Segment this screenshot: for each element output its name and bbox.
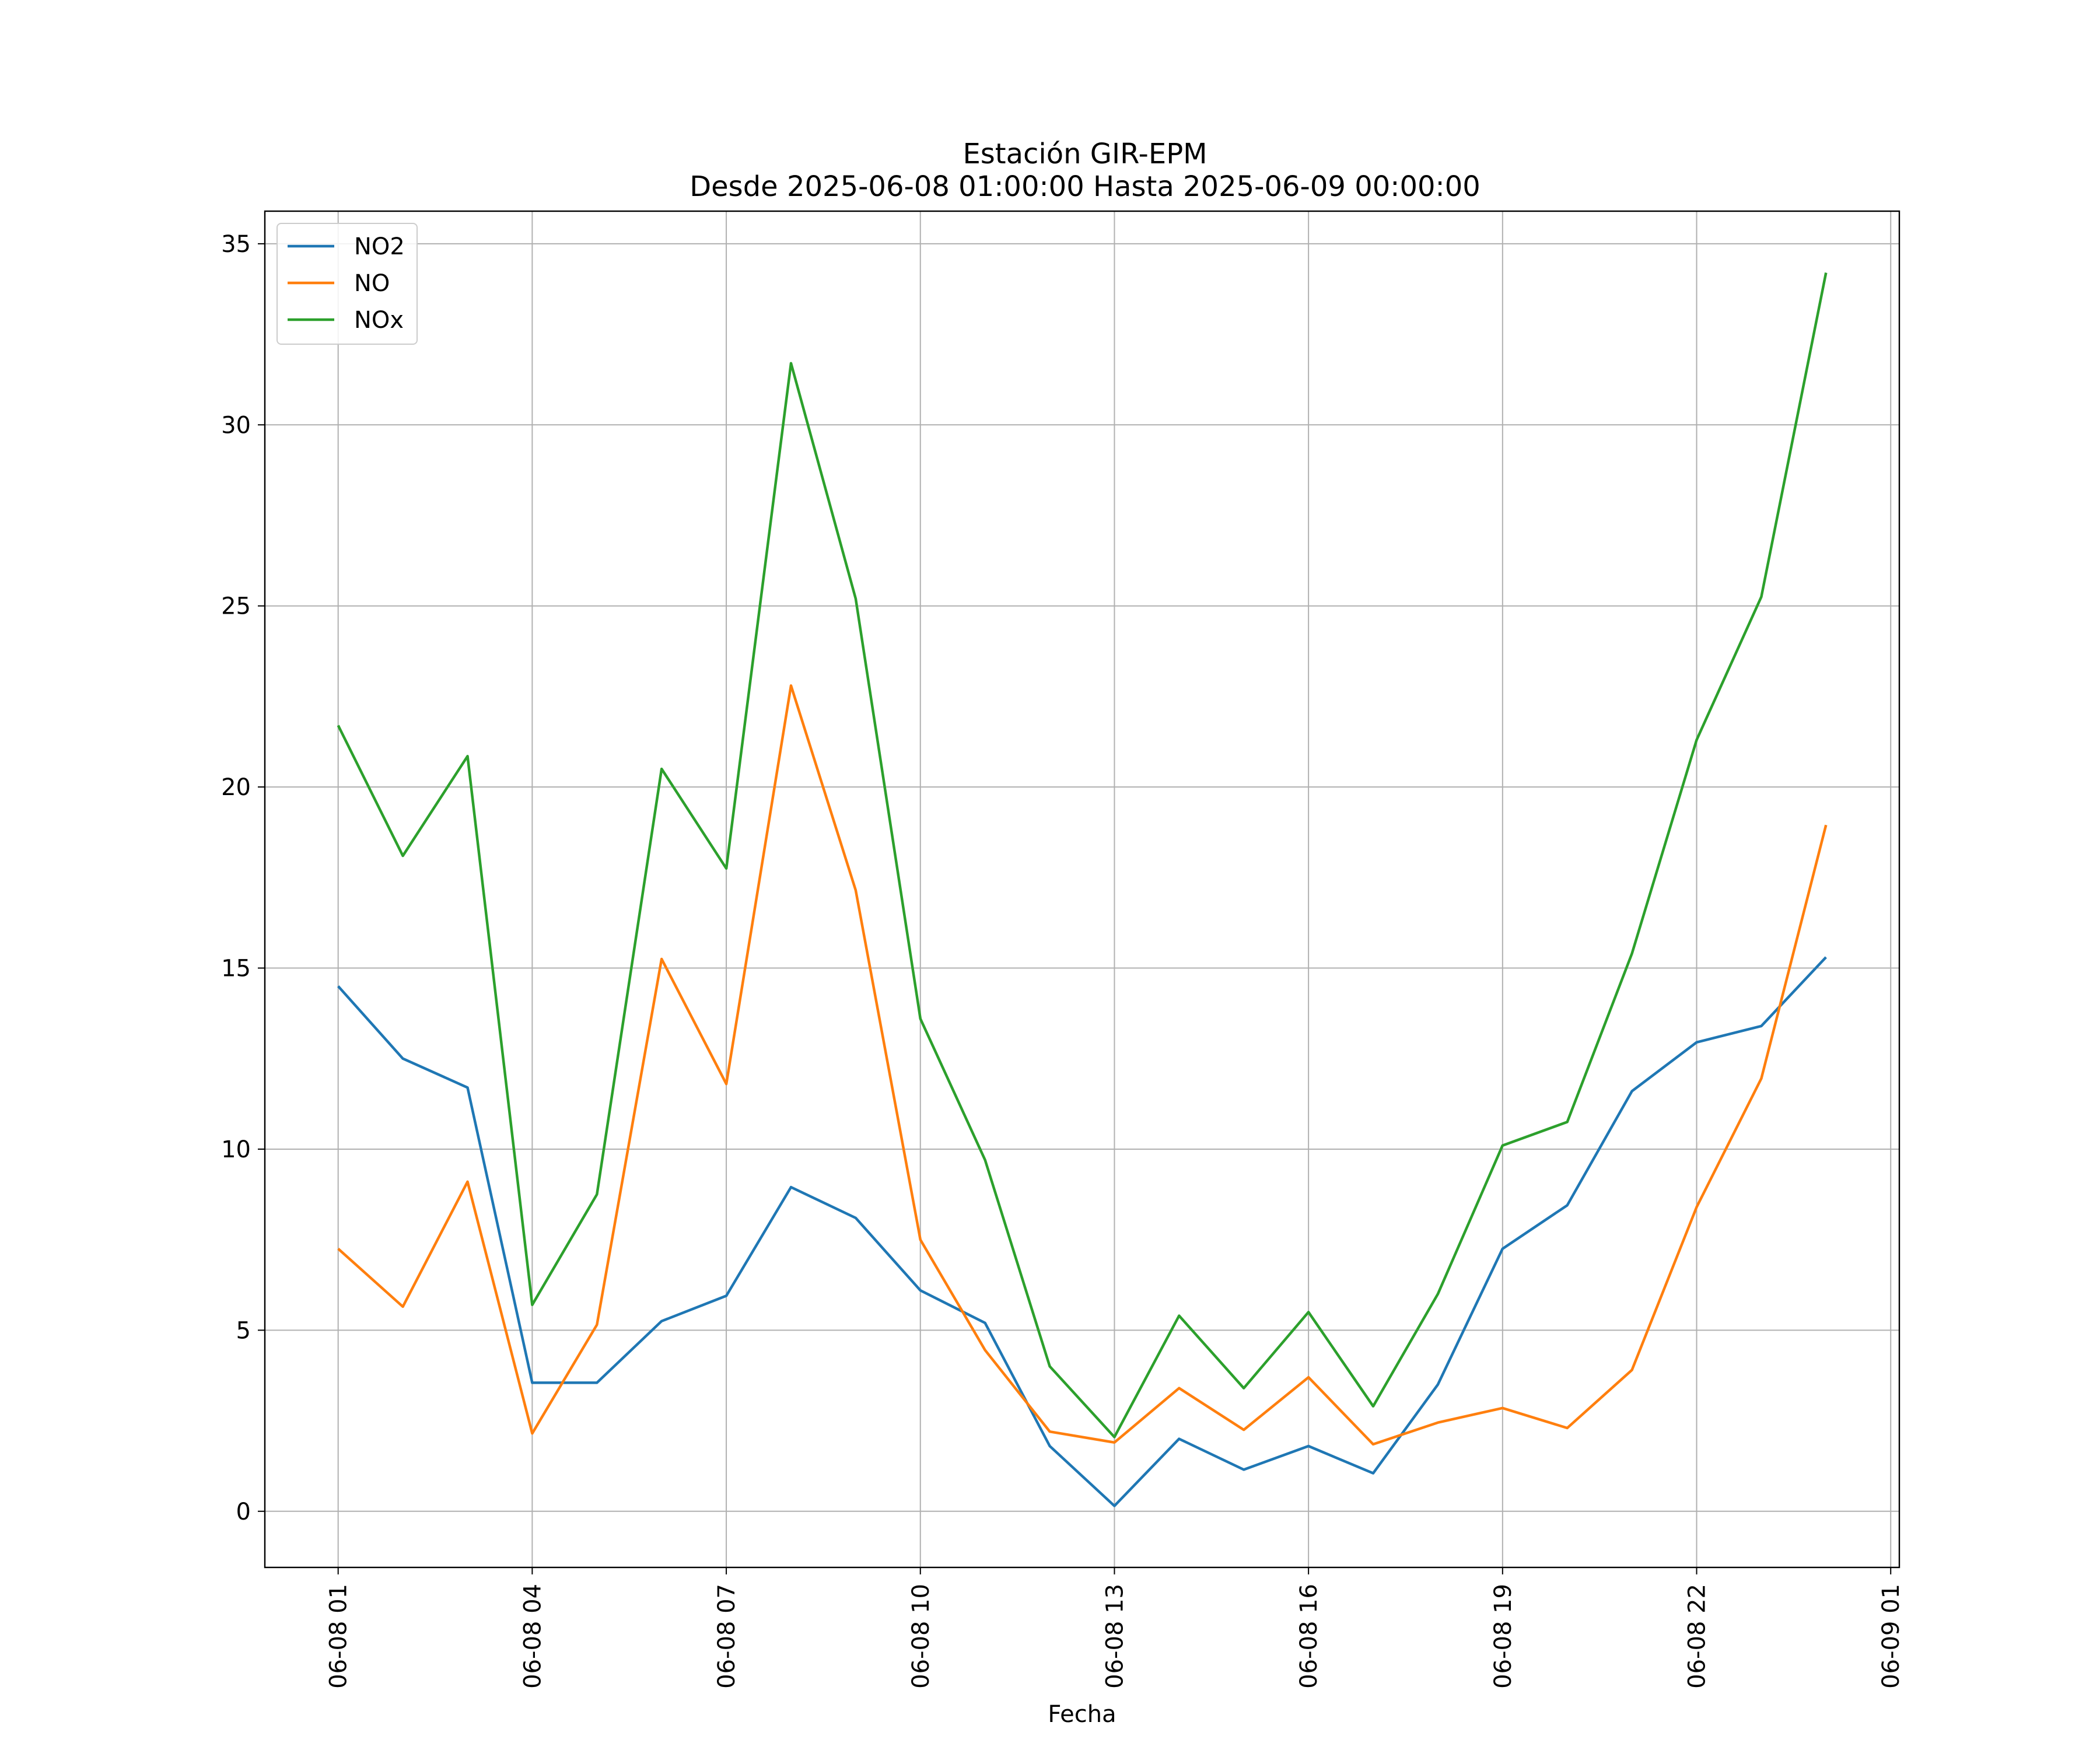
axis-ticks: 0 5 10 15 20 25 30 35 06-08 01 06-08 04 06-08 07 06… [221,231,1905,1689]
x-tick-label: 06-08 22 [1684,1584,1711,1689]
x-tick-label: 06-08 16 [1296,1584,1322,1689]
chart-subtitle: Desde 2025-06-08 01:00:00 Hasta 2025-06-… [690,170,1480,203]
x-tick-label: 06-09 01 [1878,1584,1905,1689]
series-group [337,272,1828,1507]
legend-box [276,223,418,345]
y-tick-label: 25 [221,593,251,620]
y-tick-label: 30 [221,412,251,439]
x-tick-label: 06-08 04 [519,1584,546,1689]
y-tick-label: 5 [236,1317,251,1344]
x-axis-label: Fecha [1048,1701,1116,1728]
grid [265,211,1899,1567]
plot-frame [264,210,1901,1569]
x-tick-label: 06-08 19 [1490,1584,1517,1689]
y-tick-label: 10 [221,1136,251,1163]
x-tick-label: 06-08 13 [1101,1584,1128,1689]
series-line-no2 [337,956,1827,1507]
chart-title: Estación GIR-EPM [963,138,1207,170]
x-tick-label: 06-08 01 [326,1584,352,1689]
series-line-nox [337,272,1828,1438]
x-tick-label: 06-08 07 [713,1584,740,1689]
y-tick-label: 20 [221,774,251,801]
series-line-no [337,684,1828,1446]
y-tick-label: 0 [236,1499,251,1525]
legend: NO2 NO NOx [276,223,418,345]
legend-label-no: NO [354,270,390,297]
legend-label-no2: NO2 [354,233,405,260]
y-tick-label: 35 [221,231,251,258]
x-tick-label: 06-08 10 [908,1584,935,1689]
legend-label-nox: NOx [354,307,404,334]
y-tick-label: 15 [221,956,251,982]
